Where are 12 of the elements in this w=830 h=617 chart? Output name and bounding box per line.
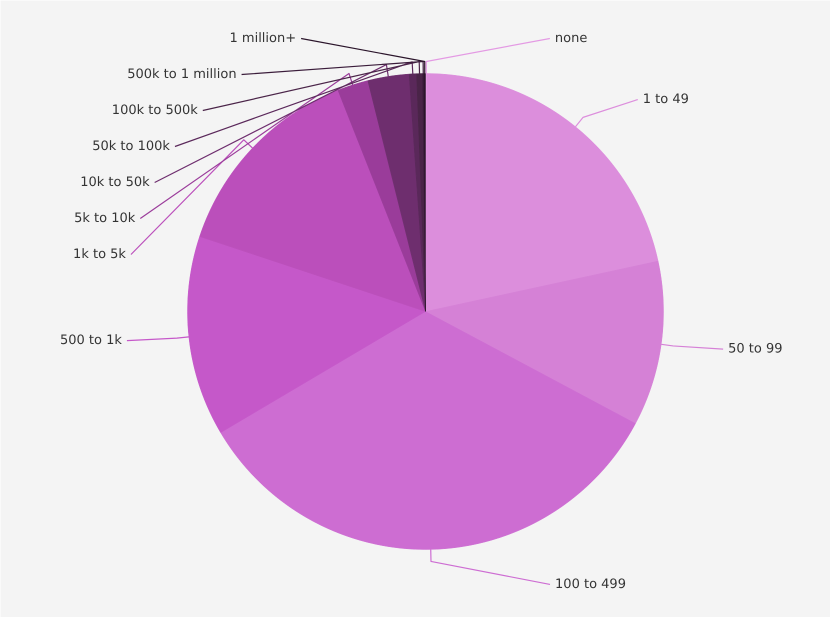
slice-label: 1k to 5k: [73, 247, 126, 262]
slice-label: 1 million+: [230, 31, 296, 46]
slice-label: 5k to 10k: [74, 211, 136, 226]
slice-label: 1 to 49: [642, 92, 689, 108]
slice-label: 500 to 1k: [60, 333, 122, 348]
slice-label: 500k to 1 million: [127, 67, 237, 82]
slice-label: none: [554, 31, 588, 46]
slice-label: 100 to 499: [555, 576, 626, 592]
slice-label: 50 to 99: [728, 342, 783, 357]
slice-label: 100k to 500k: [112, 103, 198, 118]
slice-label: 10k to 50k: [80, 175, 150, 190]
slice-label: 50k to 100k: [92, 139, 170, 154]
